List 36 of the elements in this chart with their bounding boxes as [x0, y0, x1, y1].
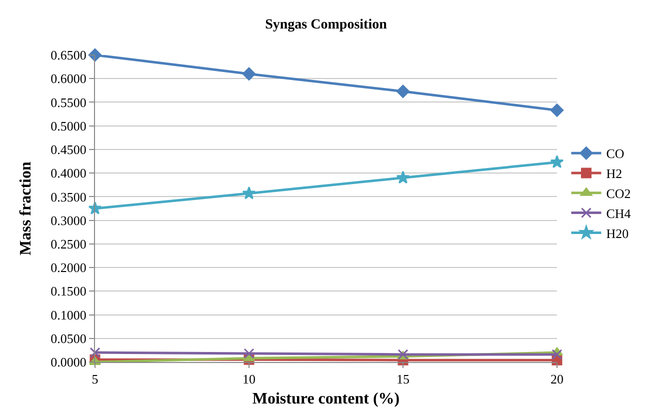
point [242, 67, 256, 80]
y-tick-label: 0.2000 [50, 260, 86, 276]
y-tick-label: 0.1000 [50, 307, 86, 322]
legend-label: CO [606, 146, 624, 162]
y-tick-label: 0.3000 [50, 212, 86, 228]
y-tick-label: 0.2500 [50, 236, 86, 252]
point [552, 349, 562, 360]
point [550, 155, 564, 168]
point [90, 347, 100, 358]
point [396, 84, 410, 98]
y-tick-label: 0.0500 [50, 330, 86, 346]
y-tick-label: 0.5500 [50, 94, 86, 110]
legend-label: CH4 [606, 206, 632, 221]
point [88, 48, 102, 62]
point [396, 170, 410, 184]
y-tick-label: 0.0000 [50, 354, 86, 370]
x-tick-label: 10 [242, 372, 256, 387]
y-tick-label: 0.4500 [50, 142, 86, 158]
y-tick-label: 0.6000 [50, 71, 86, 86]
point [550, 104, 564, 117]
y-axis-title: Mass fraction [18, 162, 35, 256]
x-axis-title: Moisture content (%) [252, 390, 400, 408]
legend-label: H2 [606, 166, 622, 182]
point [244, 348, 254, 359]
x-tick-label: 5 [92, 372, 98, 387]
legend-label: CO2 [606, 186, 631, 201]
legend-label: H20 [606, 226, 629, 241]
x-tick-label: 15 [396, 372, 410, 387]
y-tick-label: 0.6500 [50, 48, 86, 63]
y-tick-label: 0.5000 [50, 118, 86, 134]
y-tick-label: 0.1500 [50, 284, 86, 299]
chart-title: Syngas Composition [265, 18, 388, 33]
y-tick-label: 0.4000 [50, 166, 86, 181]
y-tick-label: 0.3500 [50, 189, 86, 204]
point [242, 186, 256, 200]
x-tick-label: 20 [550, 372, 564, 387]
